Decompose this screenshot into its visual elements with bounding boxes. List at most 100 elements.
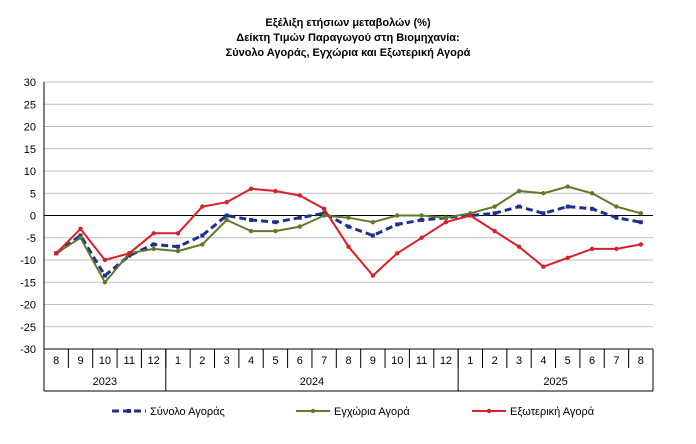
- data-point: [419, 213, 424, 218]
- data-point: [492, 211, 497, 216]
- data-point: [127, 251, 132, 256]
- data-point: [468, 213, 473, 218]
- data-point: [249, 217, 254, 222]
- data-point: [297, 215, 302, 220]
- data-point: [200, 242, 205, 247]
- data-point: [565, 184, 570, 189]
- x-tick-label: 9: [370, 355, 376, 367]
- data-point: [346, 215, 351, 220]
- data-point: [443, 215, 449, 220]
- data-point: [273, 220, 278, 225]
- x-tick-label: 10: [391, 355, 403, 367]
- data-point: [224, 213, 229, 218]
- y-tick-label: -30: [20, 344, 36, 356]
- data-point: [127, 253, 132, 258]
- legend-marker: [310, 408, 316, 414]
- data-point: [516, 188, 522, 194]
- year-label: 2024: [300, 376, 324, 388]
- x-tick-label: 4: [540, 355, 546, 367]
- x-tick-label: 3: [224, 355, 230, 367]
- data-point: [248, 228, 254, 234]
- y-tick-label: 25: [24, 99, 36, 111]
- data-point: [200, 233, 205, 238]
- legend-label: Σύνολο Αγοράς: [150, 406, 225, 418]
- y-tick-label: 10: [24, 166, 36, 178]
- data-point: [151, 246, 156, 252]
- x-tick-label: 5: [565, 355, 571, 367]
- y-tick-label: -20: [20, 300, 36, 312]
- legend-label: Εξωτερική Αγορά: [510, 406, 595, 418]
- data-point: [273, 188, 278, 194]
- data-point: [321, 213, 327, 218]
- data-point: [638, 242, 644, 247]
- data-point: [248, 186, 254, 191]
- chart-title-line-1: Εξέλιξη ετήσιων μεταβολών (%): [265, 17, 431, 29]
- chart-title-line-3: Σύνολο Αγοράς, Εγχώρια και Εξωτερική Αγο…: [225, 47, 471, 59]
- y-tick-label: -10: [20, 255, 36, 267]
- y-tick-label: 30: [24, 77, 36, 89]
- legend-label: Εγχώρια Αγορά: [334, 406, 410, 418]
- data-point: [565, 204, 570, 209]
- x-tick-label: 1: [467, 355, 473, 367]
- legend-marker: [127, 409, 131, 413]
- x-tick-label: 7: [613, 355, 619, 367]
- data-point: [297, 193, 302, 198]
- x-tick-label: 6: [589, 355, 595, 367]
- year-label: 2025: [543, 376, 567, 388]
- data-point: [53, 251, 59, 256]
- data-point: [224, 217, 229, 223]
- data-point: [78, 235, 83, 240]
- data-point: [492, 228, 497, 234]
- data-point: [565, 255, 570, 260]
- x-tick-label: 5: [272, 355, 278, 367]
- data-point: [322, 211, 327, 216]
- x-tick-label: 8: [345, 355, 351, 367]
- data-point: [614, 215, 619, 220]
- series-line: [55, 185, 642, 284]
- data-point: [590, 206, 595, 211]
- x-tick-label: 1: [175, 355, 181, 367]
- data-point: [589, 191, 595, 196]
- x-tick-label: 3: [516, 355, 522, 367]
- y-tick-label: 0: [30, 211, 36, 223]
- data-point: [370, 273, 376, 278]
- data-point: [443, 219, 449, 225]
- chart-title-line-2: Δείκτη Τιμών Παραγωγού στη Βιομηχανία:: [236, 32, 460, 44]
- x-tick-label: 2: [199, 355, 205, 367]
- data-point: [395, 213, 400, 218]
- data-point: [541, 264, 546, 269]
- data-point: [102, 280, 108, 285]
- data-point: [541, 211, 546, 216]
- data-point: [151, 231, 156, 236]
- x-tick-label: 8: [638, 355, 644, 367]
- x-tick-label: 12: [440, 355, 452, 367]
- data-point: [346, 224, 351, 229]
- data-point: [175, 231, 181, 236]
- data-point: [273, 228, 278, 234]
- x-tick-label: 4: [248, 355, 254, 367]
- x-tick-label: 11: [124, 355, 135, 367]
- x-tick-label: 11: [416, 355, 427, 367]
- x-tick-label: 12: [147, 355, 159, 367]
- data-point: [638, 220, 643, 225]
- data-point: [78, 226, 83, 232]
- x-tick-label: 8: [53, 355, 59, 367]
- x-tick-label: 2: [492, 355, 498, 367]
- data-point: [395, 251, 400, 256]
- x-tick-label: 6: [297, 355, 303, 367]
- data-point: [638, 211, 644, 216]
- data-point: [175, 244, 180, 249]
- data-point: [541, 191, 546, 196]
- data-point: [102, 273, 107, 278]
- y-tick-label: -25: [20, 322, 36, 334]
- data-point: [224, 199, 229, 205]
- series-line: [55, 187, 641, 277]
- data-point: [78, 233, 83, 238]
- data-point: [102, 257, 108, 263]
- data-point: [151, 242, 156, 247]
- x-tick-label: 7: [321, 355, 327, 367]
- data-point: [614, 246, 619, 252]
- data-point: [614, 204, 619, 209]
